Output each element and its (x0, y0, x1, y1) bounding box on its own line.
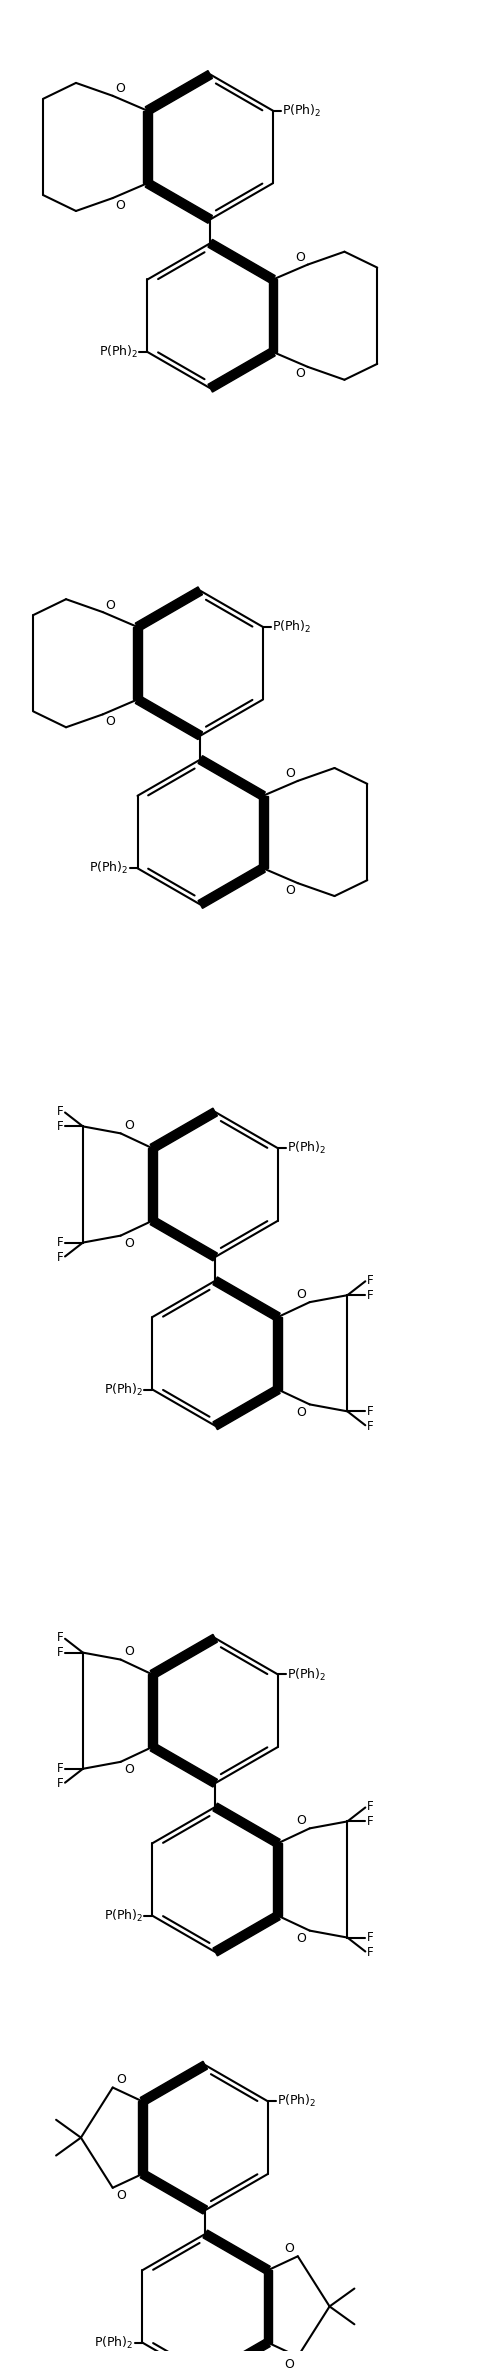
Text: O: O (296, 1288, 306, 1300)
Polygon shape (140, 2060, 207, 2105)
Polygon shape (140, 2169, 207, 2214)
Polygon shape (203, 2340, 270, 2368)
Text: P(Ph)$_2$: P(Ph)$_2$ (104, 1909, 144, 1923)
Polygon shape (213, 1911, 280, 1956)
Polygon shape (145, 180, 213, 223)
Text: F: F (57, 1250, 63, 1265)
Polygon shape (198, 755, 265, 800)
Polygon shape (143, 111, 152, 182)
Text: O: O (117, 2072, 126, 2086)
Polygon shape (269, 279, 277, 353)
Polygon shape (135, 587, 203, 630)
Text: P(Ph)$_2$: P(Ph)$_2$ (94, 2335, 134, 2351)
Polygon shape (135, 696, 203, 739)
Polygon shape (259, 796, 267, 869)
Text: F: F (367, 1421, 374, 1433)
Text: O: O (115, 83, 125, 95)
Text: P(Ph)$_2$: P(Ph)$_2$ (89, 860, 128, 876)
Text: F: F (57, 1762, 63, 1776)
Polygon shape (213, 1802, 280, 1847)
Polygon shape (198, 864, 265, 909)
Text: P(Ph)$_2$: P(Ph)$_2$ (287, 1667, 326, 1684)
Polygon shape (138, 2100, 147, 2174)
Text: F: F (57, 1106, 63, 1118)
Text: F: F (57, 1236, 63, 1248)
Polygon shape (133, 628, 142, 699)
Polygon shape (208, 348, 275, 393)
Text: O: O (125, 1646, 135, 1658)
Polygon shape (150, 1108, 217, 1153)
Text: O: O (284, 2242, 294, 2254)
Text: O: O (115, 199, 125, 211)
Text: F: F (57, 1776, 63, 1790)
Text: O: O (284, 2359, 294, 2368)
Polygon shape (150, 1217, 217, 1260)
Polygon shape (150, 1634, 217, 1679)
Text: O: O (296, 1407, 306, 1418)
Text: O: O (117, 2190, 126, 2202)
Text: O: O (106, 715, 115, 727)
Text: O: O (285, 767, 295, 781)
Text: P(Ph)$_2$: P(Ph)$_2$ (287, 1141, 326, 1156)
Polygon shape (145, 71, 213, 114)
Text: P(Ph)$_2$: P(Ph)$_2$ (99, 343, 138, 360)
Text: O: O (106, 599, 115, 611)
Polygon shape (274, 1842, 283, 1916)
Text: P(Ph)$_2$: P(Ph)$_2$ (277, 2093, 317, 2110)
Text: O: O (295, 367, 305, 381)
Polygon shape (263, 2271, 273, 2342)
Text: F: F (57, 1632, 63, 1643)
Text: P(Ph)$_2$: P(Ph)$_2$ (104, 1381, 144, 1397)
Text: F: F (367, 1930, 374, 1944)
Polygon shape (208, 239, 275, 284)
Text: F: F (367, 1274, 374, 1286)
Polygon shape (203, 2231, 270, 2273)
Text: P(Ph)$_2$: P(Ph)$_2$ (272, 618, 311, 635)
Text: F: F (57, 1120, 63, 1132)
Text: O: O (296, 1932, 306, 1944)
Polygon shape (150, 1743, 217, 1788)
Text: O: O (125, 1120, 135, 1132)
Text: P(Ph)$_2$: P(Ph)$_2$ (282, 102, 321, 118)
Text: F: F (367, 1288, 374, 1302)
Polygon shape (148, 1674, 157, 1748)
Text: O: O (125, 1764, 135, 1776)
Text: F: F (367, 1404, 374, 1418)
Text: O: O (295, 251, 305, 265)
Polygon shape (213, 1276, 280, 1321)
Polygon shape (213, 1385, 280, 1430)
Polygon shape (148, 1148, 157, 1222)
Polygon shape (274, 1317, 283, 1390)
Text: F: F (57, 1646, 63, 1660)
Text: O: O (296, 1814, 306, 1828)
Text: F: F (367, 1814, 374, 1828)
Text: F: F (367, 1800, 374, 1814)
Text: O: O (285, 883, 295, 897)
Text: O: O (125, 1236, 135, 1250)
Text: F: F (367, 1946, 374, 1958)
